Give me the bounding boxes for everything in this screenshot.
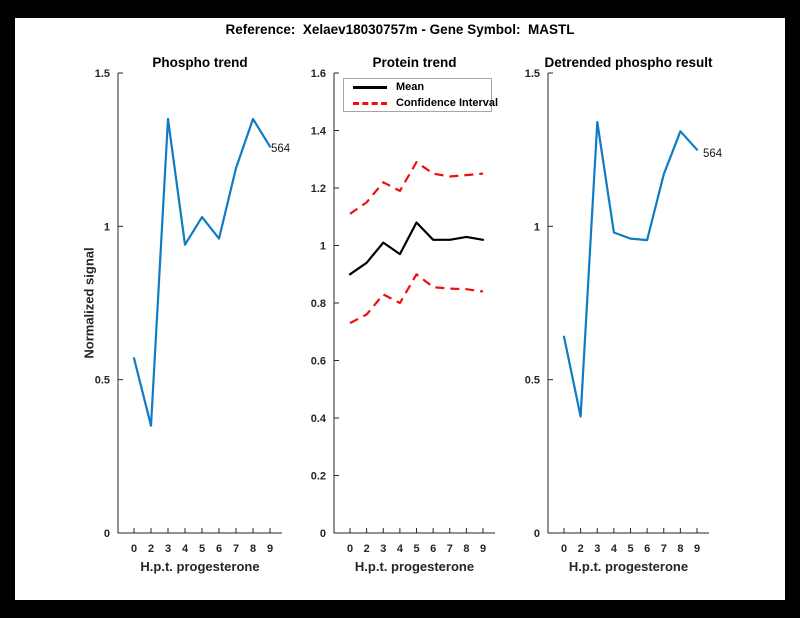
series-line-mean (348, 221, 485, 276)
chart-title-protein-trend: Protein trend (372, 55, 457, 70)
y-tick-label: 0 (320, 528, 326, 540)
x-axis-label-1: H.p.t. progesterone (140, 559, 260, 574)
x-tick-label: 7 (233, 543, 239, 555)
y-tick-label: 0.4 (311, 413, 327, 425)
x-tick-label: 9 (480, 543, 486, 555)
confidence-line-swatch-icon (353, 101, 387, 105)
x-tick-label: 2 (578, 543, 584, 555)
legend-item-mean: Mean (353, 81, 491, 94)
x-tick-label: 7 (661, 543, 667, 555)
x-tick-label: 9 (267, 543, 273, 555)
figure-title: Reference: Xelaev18030757m - Gene Symbol… (225, 22, 575, 37)
y-tick-label: 1 (534, 221, 540, 233)
y-tick-label: 0.2 (311, 471, 326, 483)
mean-line-swatch-icon (353, 85, 387, 89)
axes-2 (547, 73, 709, 534)
x-tick-label: 0 (561, 543, 567, 555)
y-tick-label: 0.5 (95, 375, 110, 387)
legend-label-confidence-interval: Confidence Interval (396, 97, 499, 109)
x-tick-label: 6 (430, 543, 436, 555)
x-tick-label: 5 (627, 543, 633, 555)
figure-canvas: Reference: Xelaev18030757m - Gene Symbol… (15, 18, 785, 600)
legend-label-mean: Mean (396, 81, 425, 93)
x-tick-label: 3 (380, 543, 386, 555)
y-tick-label: 1 (320, 241, 326, 253)
y-tick-label: 1.2 (311, 183, 326, 195)
y-tick-label: 1.5 (95, 68, 110, 80)
y-tick-label: 0 (104, 528, 110, 540)
x-tick-label: 3 (165, 543, 171, 555)
chart-title-phospho-trend: Phospho trend (152, 55, 248, 70)
x-tick-label: 3 (594, 543, 600, 555)
axes-1 (333, 73, 495, 534)
legend-box: Mean Confidence Interval (343, 78, 498, 112)
legend-item-confidence-interval: Confidence Interval (353, 97, 498, 110)
y-tick-label: 1 (104, 221, 110, 233)
x-tick-label: 4 (397, 543, 404, 555)
y-tick-label: 0.6 (311, 356, 326, 368)
chart-title-detrended-phospho: Detrended phospho result (544, 55, 713, 70)
y-tick-label: 1.5 (525, 68, 540, 80)
series-line-confidence-interval-upper (349, 161, 484, 215)
x-tick-label: 0 (347, 543, 353, 555)
series-line-confidence-interval-lower (349, 273, 484, 325)
x-axis-label-2: H.p.t. progesterone (354, 559, 475, 574)
x-tick-label: 4 (611, 543, 618, 555)
x-axis-label-3: H.p.t. progesterone (568, 559, 689, 574)
y-tick-label: 0 (534, 528, 540, 540)
x-tick-label: 8 (463, 543, 469, 555)
y-tick-label: 0.8 (311, 298, 326, 310)
series-line-phospho-signal (132, 117, 272, 427)
x-tick-label: 6 (644, 543, 650, 555)
x-tick-label: 7 (447, 543, 453, 555)
end-point-annotation-phospho: 564 (271, 143, 291, 155)
plots-canvas: 00.511.50 2 3 4 5 6 7 8 900.20.40.60.811.21.41.6… (95, 68, 709, 555)
x-tick-label: 4 (182, 543, 189, 555)
series-line-detrended-phospho-signal (562, 120, 699, 418)
y-tick-label: 1.6 (311, 68, 326, 80)
x-tick-label: 2 (364, 543, 370, 555)
x-tick-label: 0 (131, 543, 137, 555)
x-tick-label: 8 (250, 543, 256, 555)
axes-0 (117, 73, 282, 534)
x-tick-label: 5 (199, 543, 205, 555)
x-tick-label: 6 (216, 543, 222, 555)
y-tick-label: 0.5 (525, 375, 540, 387)
x-tick-label: 5 (413, 543, 419, 555)
end-point-annotation-detrended: 564 (703, 148, 723, 160)
x-tick-label: 2 (148, 543, 154, 555)
x-tick-label: 9 (694, 543, 700, 555)
y-tick-label: 1.4 (311, 126, 327, 138)
x-tick-label: 8 (677, 543, 683, 555)
